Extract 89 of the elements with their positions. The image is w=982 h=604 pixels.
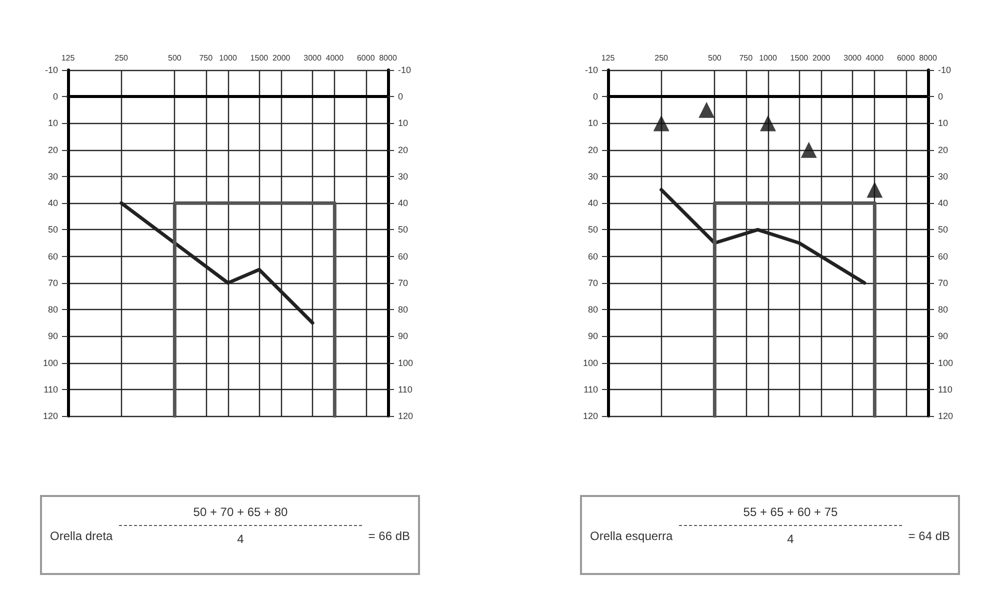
- text: 50 + 70 + 65 + 80: [192, 505, 289, 521]
- x-tick-label: 125: [601, 54, 616, 62]
- y-tick-label: -10: [44, 65, 58, 75]
- text: = 66 dB: [368, 529, 410, 543]
- y-tick-label: 40: [48, 198, 58, 208]
- x-tick-label: 500: [168, 54, 182, 62]
- y-tick-label: 70: [588, 278, 598, 288]
- text: Orella esquerra: [590, 529, 673, 543]
- y-tick-label: 100: [582, 358, 598, 368]
- text: Orella dreta: [50, 529, 113, 543]
- y-tick-label: 80: [48, 304, 58, 315]
- y2-tick-label: 70: [398, 278, 408, 288]
- y-tick-label: 120: [42, 411, 58, 421]
- y-tick-label: 110: [584, 384, 598, 394]
- y2-tick-label: -10: [938, 65, 952, 75]
- y-tick-label: 40: [588, 198, 598, 208]
- y-tick-label: 100: [42, 358, 58, 368]
- x-tick-label: 250: [114, 54, 129, 62]
- x-tick-label: 2000: [272, 54, 291, 62]
- y-tick-label: 30: [588, 171, 598, 182]
- y2-tick-label: 10: [938, 118, 948, 128]
- point: [653, 115, 670, 132]
- y2-tick-label: 120: [938, 411, 954, 421]
- y-tick-label: 60: [48, 251, 58, 262]
- x-tick-label: 500: [708, 54, 722, 62]
- y2-tick-label: 30: [938, 171, 948, 182]
- y-tick-label: 80: [588, 304, 598, 315]
- x-tick-label: 1500: [790, 54, 809, 62]
- y2-tick-label: 10: [398, 118, 408, 128]
- y2-tick-label: 60: [398, 251, 408, 262]
- y2-tick-label: 50: [938, 224, 948, 235]
- y-tick-label: 90: [588, 331, 598, 342]
- y-tick-label: 90: [48, 331, 58, 342]
- y-tick-label: -10: [584, 65, 598, 75]
- x-tick-label: 1000: [219, 54, 238, 62]
- y-tick-label: 0: [52, 92, 58, 102]
- y-tick-label: 10: [48, 118, 58, 128]
- x-tick-label: 1500: [250, 54, 269, 62]
- x-tick-label: 250: [654, 54, 669, 62]
- y2-tick-label: 50: [398, 224, 408, 235]
- text: 4: [236, 531, 245, 546]
- point: [866, 182, 883, 198]
- y-tick-label: 20: [588, 144, 598, 155]
- y2-tick-label: 80: [938, 304, 948, 315]
- y-tick-label: 20: [48, 144, 58, 155]
- y2-tick-label: 90: [398, 331, 408, 342]
- point: [760, 115, 776, 132]
- y2-tick-label: 110: [938, 384, 952, 394]
- x-tick-label: 1000: [759, 54, 778, 62]
- y-tick-label: 50: [48, 224, 58, 235]
- y2-tick-label: 30: [398, 171, 408, 182]
- y2-tick-label: -10: [398, 65, 412, 75]
- y2-tick-label: 100: [398, 358, 414, 368]
- y2-tick-label: 120: [398, 411, 414, 421]
- x-tick-label: 4000: [866, 54, 884, 62]
- y-tick-label: 30: [48, 171, 58, 182]
- y-tick-label: 60: [588, 251, 598, 262]
- x-tick-label: 3000: [844, 54, 862, 62]
- y2-tick-label: 40: [938, 198, 948, 208]
- y2-tick-label: 70: [938, 278, 948, 288]
- y2-tick-label: 0: [398, 92, 404, 102]
- y-tick-label: 0: [592, 92, 598, 102]
- x-tick-label: 8000: [919, 54, 938, 62]
- x-tick-label: 125: [61, 54, 76, 62]
- y2-tick-label: 80: [398, 304, 408, 315]
- text: 55 + 65 + 60 + 75: [742, 505, 839, 521]
- y-tick-label: 70: [48, 278, 58, 288]
- x-tick-label: 750: [199, 54, 214, 62]
- y2-tick-label: 40: [398, 198, 408, 208]
- text: = 64 dB: [908, 529, 950, 543]
- text: 4: [786, 531, 795, 546]
- y2-tick-label: 100: [938, 358, 954, 368]
- y-tick-label: 110: [44, 384, 58, 394]
- y2-tick-label: 110: [398, 384, 412, 394]
- y2-tick-label: 60: [938, 251, 948, 262]
- y-tick-label: 50: [588, 224, 598, 235]
- y2-tick-label: 20: [398, 144, 408, 155]
- y2-tick-label: 0: [938, 92, 944, 102]
- x-tick-label: 4000: [326, 54, 344, 62]
- x-tick-label: 8000: [379, 54, 398, 62]
- y-tick-label: 10: [588, 118, 598, 128]
- x-tick-label: 750: [739, 54, 754, 62]
- y2-tick-label: 90: [938, 331, 948, 342]
- x-tick-label: 6000: [896, 54, 916, 62]
- x-tick-label: 3000: [304, 54, 322, 62]
- y2-tick-label: 20: [938, 144, 948, 155]
- y-tick-label: 120: [582, 411, 598, 421]
- x-tick-label: 2000: [812, 54, 831, 62]
- x-tick-label: 6000: [356, 54, 376, 62]
